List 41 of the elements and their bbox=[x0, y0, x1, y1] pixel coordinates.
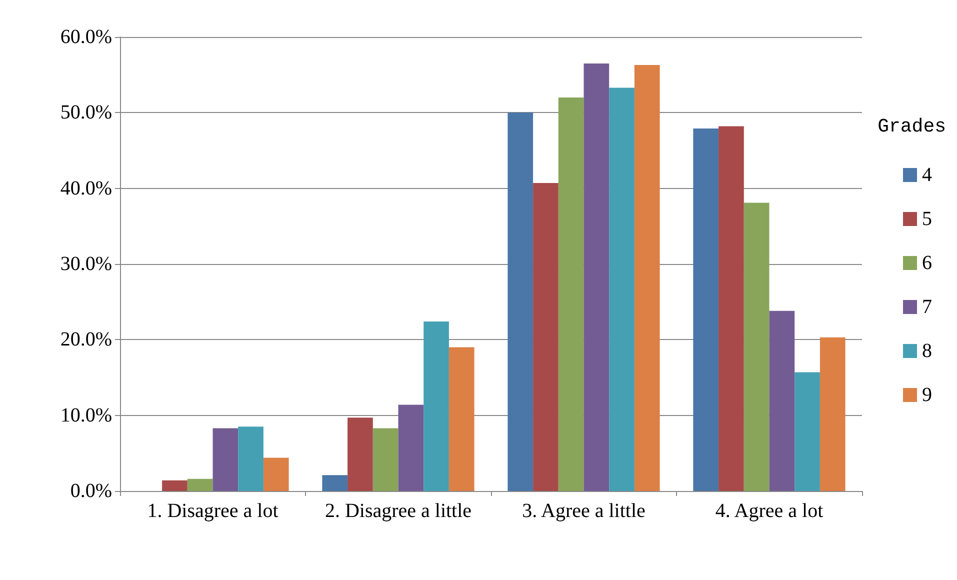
y-tick-label: 30.0% bbox=[60, 253, 112, 275]
legend-label: 7 bbox=[922, 296, 932, 318]
bar bbox=[263, 458, 289, 491]
bar bbox=[744, 202, 770, 491]
bar bbox=[769, 310, 795, 491]
x-tick-label: 2. Disagree a little bbox=[324, 500, 472, 522]
bar bbox=[448, 347, 474, 491]
legend-label: 9 bbox=[922, 384, 932, 406]
legend-label: 5 bbox=[922, 208, 932, 230]
legend-label: 6 bbox=[922, 252, 932, 274]
bar bbox=[558, 98, 584, 491]
x-tick-label: 4. Agree a lot bbox=[715, 500, 824, 522]
legend-title: Grades bbox=[878, 116, 946, 138]
bar bbox=[533, 183, 558, 491]
bar bbox=[398, 404, 424, 491]
y-tick-label: 40.0% bbox=[60, 177, 112, 200]
x-tick-label: 3. Agree a little bbox=[522, 500, 646, 522]
y-tick-label: 10.0% bbox=[60, 404, 112, 426]
y-tick-label: 50.0% bbox=[60, 102, 112, 124]
bar bbox=[820, 337, 846, 491]
bar bbox=[187, 478, 213, 491]
bar bbox=[634, 64, 660, 491]
bar bbox=[508, 112, 534, 491]
bar bbox=[794, 372, 820, 491]
bar bbox=[693, 128, 719, 491]
legend-label: 4 bbox=[922, 164, 932, 186]
bar bbox=[609, 88, 634, 491]
bar bbox=[372, 428, 398, 491]
bar bbox=[348, 418, 373, 491]
bar bbox=[238, 426, 264, 491]
bar bbox=[718, 126, 744, 491]
bar bbox=[584, 63, 610, 491]
y-tick-label: 0.0% bbox=[70, 480, 112, 502]
bar bbox=[424, 322, 449, 491]
bar bbox=[162, 480, 188, 491]
x-tick-label: 1. Disagree a lot bbox=[147, 500, 279, 522]
bar bbox=[322, 475, 348, 491]
y-tick-label: 60.0% bbox=[60, 26, 112, 48]
bar bbox=[212, 428, 238, 491]
y-tick-label: 20.0% bbox=[60, 328, 112, 351]
legend-label: 8 bbox=[922, 340, 932, 362]
